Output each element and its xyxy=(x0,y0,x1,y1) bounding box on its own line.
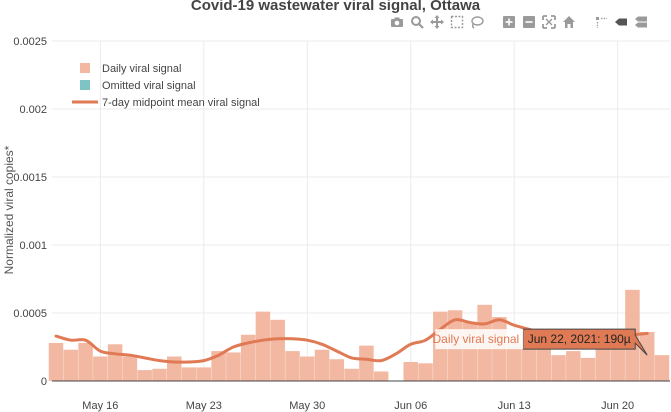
y-tick-label: 0.0025 xyxy=(13,36,47,48)
daily-signal-bar[interactable] xyxy=(285,351,300,381)
toggle-spike-lines-icon[interactable] xyxy=(594,15,608,29)
y-tick-label: 0.002 xyxy=(19,104,47,116)
x-tick-label: Jun 06 xyxy=(394,400,427,412)
gridlines xyxy=(52,40,670,381)
daily-signal-bar[interactable] xyxy=(314,349,330,381)
daily-signal-bar[interactable] xyxy=(329,359,345,381)
zoom-in-icon[interactable] xyxy=(502,15,516,29)
daily-signal-bar[interactable] xyxy=(639,332,655,381)
x-tick-label: Jun 13 xyxy=(498,400,531,412)
plot-modebar xyxy=(390,11,648,33)
legend-label[interactable]: Omitted viral signal xyxy=(102,80,196,92)
daily-signal-bar[interactable] xyxy=(93,356,108,381)
daily-signal-bar[interactable] xyxy=(270,319,285,381)
zoom-out-icon[interactable] xyxy=(522,15,536,29)
chart-title: Covid-19 wastewater viral signal, Ottawa xyxy=(190,0,481,14)
y-tick-label: 0.0005 xyxy=(13,308,47,320)
tooltip-box xyxy=(522,328,648,356)
daily-signal-bar[interactable] xyxy=(78,342,93,381)
daily-signal-bar[interactable] xyxy=(63,349,79,381)
camera-icon[interactable] xyxy=(390,15,404,29)
tooltip-series-box xyxy=(435,329,524,350)
daily-signal-bar[interactable] xyxy=(359,345,374,381)
daily-signal-bar[interactable] xyxy=(344,368,359,381)
legend-swatch[interactable] xyxy=(80,80,90,90)
daily-signal-bar[interactable] xyxy=(551,355,566,381)
daily-signal-bar[interactable] xyxy=(373,371,389,381)
daily-signal-bar[interactable] xyxy=(418,363,433,381)
daily-signal-bar[interactable] xyxy=(122,356,138,381)
daily-signal-bar[interactable] xyxy=(403,361,418,381)
daily-signal-bar[interactable] xyxy=(48,342,64,381)
daily-signal-bar[interactable] xyxy=(211,351,226,381)
x-tick-label: May 23 xyxy=(186,400,222,412)
daily-signal-bar[interactable] xyxy=(580,357,596,381)
legend-label[interactable]: Daily viral signal xyxy=(102,63,181,75)
show-closest-data-icon[interactable] xyxy=(614,15,628,29)
tooltip-text: Jun 22, 2021: 190µ xyxy=(528,332,631,346)
daily-signal-bar[interactable] xyxy=(196,367,212,381)
daily-signal-bar[interactable] xyxy=(226,352,241,381)
x-tick-label: May 16 xyxy=(82,400,118,412)
legend-label[interactable]: 7-day midpoint mean viral signal xyxy=(102,97,260,109)
x-tick-label: May 30 xyxy=(289,400,325,412)
hover-tooltip: Jun 22, 2021: 190µ Daily viral signal xyxy=(433,328,648,356)
x-axis: May 16 May 23 May 30 Jun 06 Jun 13 Jun 20 xyxy=(82,400,634,412)
daily-signal-bar[interactable] xyxy=(181,367,197,381)
tooltip-series-label: Daily viral signal xyxy=(433,332,520,346)
daily-signal-bar[interactable] xyxy=(137,370,152,381)
y-tick-label: 0.001 xyxy=(19,240,47,252)
daily-signal-bar[interactable] xyxy=(595,342,611,381)
y-axis: 0 0.0005 0.001 0.0015 0.002 0.0025 xyxy=(13,36,47,388)
legend: Daily viral signal Omitted viral signal 7-… xyxy=(72,63,260,109)
daily-signal-bar[interactable] xyxy=(255,311,271,381)
y-tick-label: 0.0015 xyxy=(13,172,47,184)
daily-signal-bar[interactable] xyxy=(506,342,522,381)
daily-signal-bar[interactable] xyxy=(300,356,315,381)
daily-signal-bar[interactable] xyxy=(107,344,123,381)
daily-signal-bar[interactable] xyxy=(240,334,256,381)
daily-signal-bar[interactable] xyxy=(654,355,670,381)
daily-signal-bar[interactable] xyxy=(566,351,581,381)
y-tick-label: 0 xyxy=(41,376,47,388)
pan-icon[interactable] xyxy=(430,15,444,29)
x-tick-label: Jun 20 xyxy=(601,400,634,412)
autoscale-icon[interactable] xyxy=(542,15,556,29)
zoom-icon[interactable] xyxy=(410,15,424,29)
daily-signal-bar[interactable] xyxy=(536,342,551,381)
legend-swatch[interactable] xyxy=(80,63,90,73)
y-axis-title: Normalized viral copies* xyxy=(2,145,16,274)
daily-signal-bar[interactable] xyxy=(152,368,167,381)
lasso-select-icon[interactable] xyxy=(470,15,484,29)
box-select-icon[interactable] xyxy=(450,15,464,29)
compare-data-icon[interactable] xyxy=(634,15,648,29)
reset-axes-icon[interactable] xyxy=(562,15,576,29)
